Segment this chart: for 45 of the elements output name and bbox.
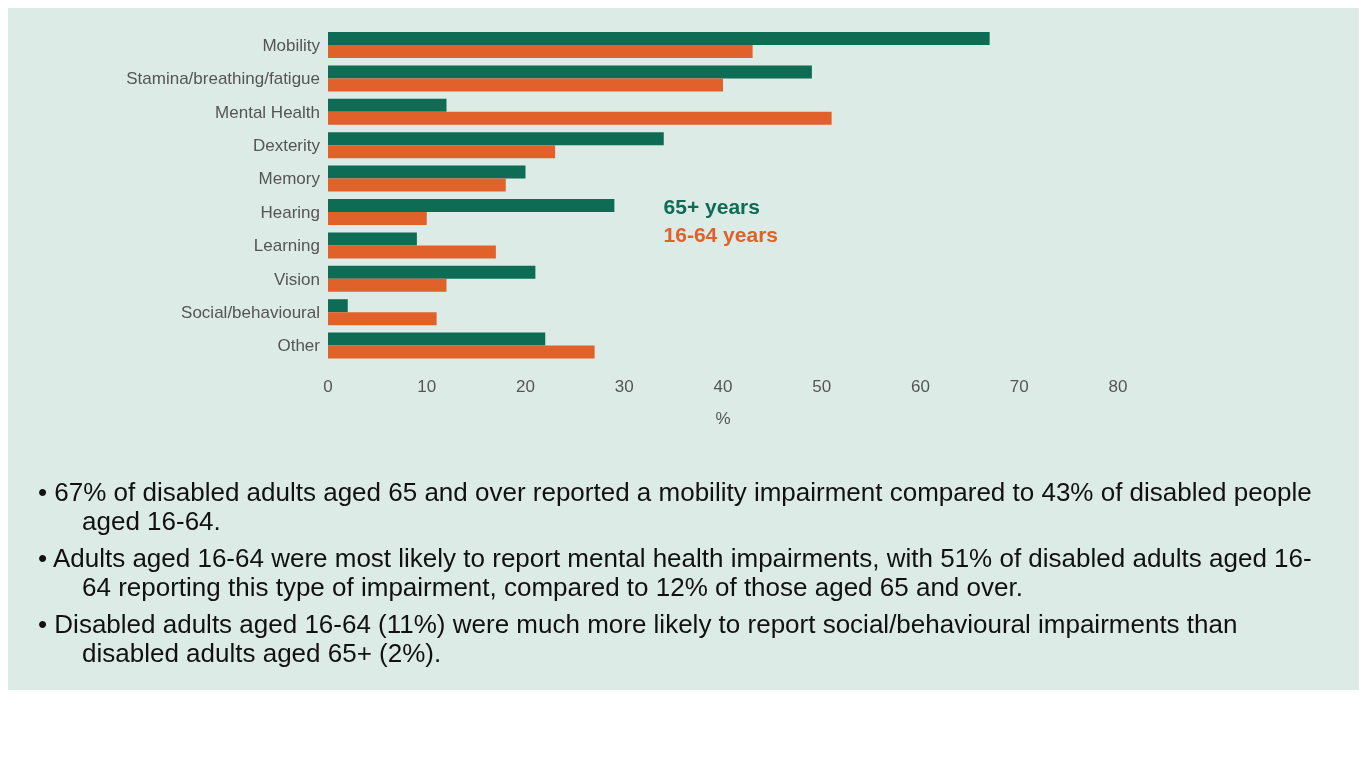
x-tick-label: 10 (417, 377, 437, 397)
x-axis-title: % (715, 409, 731, 428)
y-tick-label: Memory (258, 169, 321, 189)
text: 65+ years (663, 194, 761, 220)
y-tick-label: Learning (253, 236, 320, 256)
x-tick-label: 20 (516, 377, 535, 397)
x-tick-label: 50 (812, 377, 832, 397)
bar (328, 278, 447, 292)
text: • Disabled adults aged 16-64 (11%) were much more likely to report social/behavioural impairments than disabled adults aged 65+ (2%). (38, 609, 1239, 668)
bar (328, 178, 506, 192)
y-tick-label: Hearing (260, 202, 320, 222)
x-tick-label: 0 (323, 377, 333, 397)
y-tick-label: Mental Health (215, 102, 320, 122)
bar (328, 345, 595, 359)
bar (328, 312, 437, 326)
y-tick-label: Dexterity (252, 135, 321, 155)
text: 16-64 years (663, 222, 778, 248)
bar (328, 145, 556, 159)
bar (328, 65, 812, 79)
bar (328, 232, 417, 246)
bar (328, 165, 526, 179)
bar (328, 265, 536, 279)
bar (328, 132, 664, 146)
x-tick-label: 60 (911, 377, 930, 397)
x-tick-label: 70 (1009, 377, 1029, 397)
x-tick-label: 30 (614, 377, 634, 397)
x-tick-label: 80 (1108, 377, 1128, 397)
y-tick-label: Mobility (262, 35, 321, 55)
y-tick-label: Vision (274, 269, 320, 289)
bar (328, 45, 753, 59)
bar (328, 78, 723, 92)
text: • 67% of disabled adults aged 65 and over reported a mobility impairment compared to 43% of disabled people aged 16-64. (38, 477, 1313, 536)
text: • Adults aged 16-64 were most likely to report mental health impairments, with 51% of disabled adults aged 16-64 reporting this type of impairment, compared to 12% of those aged 65 and over. (38, 543, 1313, 602)
bar (328, 299, 348, 313)
y-tick-label: Other (277, 336, 321, 356)
bar (328, 332, 546, 346)
y-tick-label: Social/behavioural (181, 302, 320, 322)
bar (328, 245, 496, 259)
x-tick-label: 40 (713, 377, 733, 397)
bar (328, 32, 990, 46)
bar (328, 98, 447, 112)
bar (328, 111, 832, 125)
bar (328, 212, 427, 226)
bar (328, 199, 615, 213)
y-tick-label: Stamina/breathing/fatigue (126, 69, 320, 89)
